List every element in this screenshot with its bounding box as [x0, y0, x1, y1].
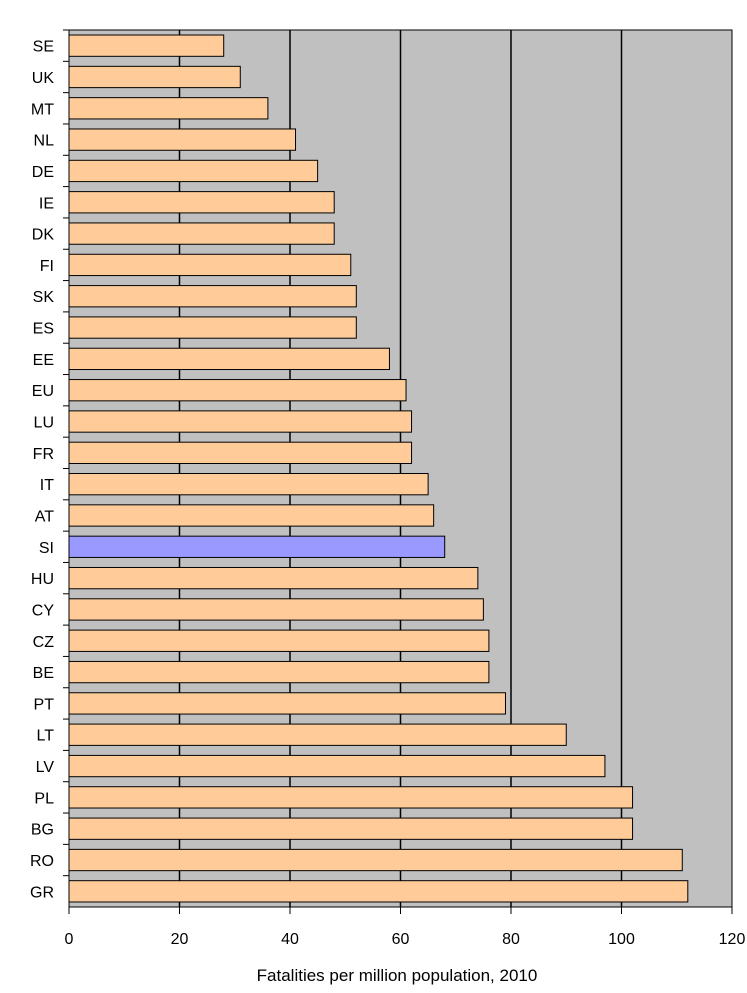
- bar-fr: [68, 441, 413, 464]
- bar-lt: [68, 723, 567, 746]
- bar-at: [68, 504, 435, 527]
- bar-nl: [68, 128, 297, 151]
- bar-se: [68, 34, 225, 57]
- x-tick-label: 40: [281, 931, 299, 948]
- category-label-lu: LU: [34, 415, 54, 432]
- bar-pl: [68, 786, 634, 809]
- bar-eu: [68, 379, 407, 402]
- x-axis-title: Fatalities per million population, 2010: [257, 966, 538, 985]
- category-label-uk: UK: [32, 70, 55, 87]
- bar-lu: [68, 410, 413, 433]
- bar-lv: [68, 754, 606, 778]
- bar-cz: [68, 629, 490, 652]
- x-tick-label: 0: [65, 931, 74, 948]
- category-label-cz: CZ: [33, 634, 55, 651]
- category-label-at: AT: [35, 508, 54, 525]
- category-label-gr: GR: [30, 884, 54, 901]
- category-label-be: BE: [33, 665, 54, 682]
- bar-es: [68, 316, 357, 339]
- x-tick-label: 80: [502, 931, 520, 948]
- category-label-ie: IE: [39, 195, 54, 212]
- category-label-bg: BG: [31, 822, 54, 839]
- x-tick-label: 100: [608, 931, 635, 948]
- bar-dk: [68, 222, 335, 245]
- bar-cy: [68, 598, 484, 621]
- bar-ie: [68, 191, 335, 214]
- x-axis: 0 20 40 60 80 100 120: [65, 906, 746, 948]
- bar-ee: [68, 347, 390, 371]
- x-tick-label: 120: [719, 931, 746, 948]
- category-label-dk: DK: [32, 227, 55, 244]
- category-label-cy: CY: [32, 602, 55, 619]
- bar-ro: [68, 848, 683, 872]
- category-label-se: SE: [33, 39, 54, 56]
- category-label-fi: FI: [40, 258, 54, 275]
- bar-hu: [68, 566, 479, 590]
- bar-si: [68, 535, 446, 558]
- category-label-sk: SK: [33, 289, 55, 306]
- category-label-hu: HU: [31, 571, 54, 588]
- category-label-de: DE: [32, 164, 54, 181]
- category-label-ro: RO: [30, 853, 54, 870]
- category-label-fr: FR: [33, 446, 54, 463]
- category-labels: SE UK MT NL DE IE DK FI SK ES EE EU LU FR IT AT SI HU CY CZ…: [30, 29, 69, 901]
- category-label-pt: PT: [34, 696, 55, 713]
- bar-bg: [68, 817, 634, 840]
- category-label-pl: PL: [34, 790, 54, 807]
- category-label-es: ES: [33, 321, 54, 338]
- bar-gr: [68, 880, 689, 903]
- bar-fi: [68, 253, 352, 277]
- bars: [68, 34, 689, 903]
- bar-mt: [68, 97, 269, 120]
- category-label-lv: LV: [36, 759, 55, 776]
- bar-be: [68, 660, 490, 684]
- category-label-eu: EU: [32, 383, 54, 400]
- category-label-ee: EE: [33, 352, 54, 369]
- category-label-nl: NL: [34, 133, 55, 150]
- bar-it: [68, 473, 429, 496]
- bar-sk: [68, 285, 357, 308]
- x-tick-label: 60: [392, 931, 410, 948]
- bar-pt: [68, 692, 506, 715]
- bar-de: [68, 159, 319, 183]
- x-tick-label: 20: [171, 931, 189, 948]
- category-label-it: IT: [40, 477, 54, 494]
- category-label-si: SI: [39, 540, 54, 557]
- category-label-mt: MT: [31, 101, 54, 118]
- category-label-lt: LT: [37, 728, 55, 745]
- bar-uk: [68, 65, 241, 89]
